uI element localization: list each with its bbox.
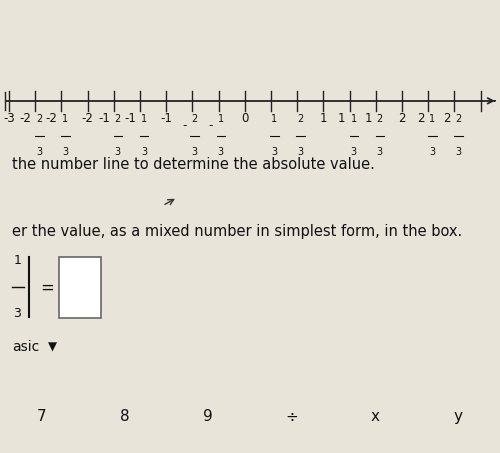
Text: 2: 2: [398, 112, 406, 125]
Text: ÷: ÷: [286, 409, 298, 424]
Text: -3: -3: [3, 112, 15, 125]
Text: =: =: [40, 278, 54, 296]
Text: 1: 1: [338, 112, 345, 125]
Text: 3: 3: [350, 148, 356, 158]
Text: 2: 2: [36, 114, 43, 124]
Text: y: y: [454, 409, 463, 424]
Text: 2: 2: [376, 114, 383, 124]
Text: asic: asic: [12, 340, 40, 354]
Text: 0: 0: [241, 112, 248, 125]
Text: the number line to determine the absolute value.: the number line to determine the absolut…: [12, 158, 376, 173]
Text: 1: 1: [218, 114, 224, 124]
Text: 3: 3: [297, 148, 304, 158]
Text: 3: 3: [218, 148, 224, 158]
Text: 3: 3: [377, 148, 383, 158]
Text: 1: 1: [141, 114, 147, 124]
Text: -1: -1: [160, 112, 172, 125]
Text: 2: 2: [114, 114, 121, 124]
Text: 3: 3: [62, 148, 68, 158]
Text: 3: 3: [192, 148, 198, 158]
Text: 3: 3: [36, 148, 42, 158]
Text: 3: 3: [271, 148, 277, 158]
Text: 2: 2: [192, 114, 198, 124]
Text: -2: -2: [20, 112, 31, 125]
Text: 1: 1: [271, 114, 277, 124]
Text: -: -: [208, 119, 212, 132]
Text: 8: 8: [120, 409, 130, 424]
Text: 1: 1: [62, 114, 68, 124]
Text: 3: 3: [14, 307, 22, 320]
Text: 3: 3: [114, 148, 121, 158]
Text: -1: -1: [98, 112, 110, 125]
Text: 2: 2: [297, 114, 304, 124]
Text: -1: -1: [124, 112, 136, 125]
Text: ▼: ▼: [48, 341, 56, 354]
Text: 7: 7: [37, 409, 46, 424]
Text: -2: -2: [46, 112, 58, 125]
Text: er the value, as a mixed number in simplest form, in the box.: er the value, as a mixed number in simpl…: [12, 224, 463, 239]
Text: 3: 3: [141, 148, 147, 158]
Text: 9: 9: [204, 409, 213, 424]
Text: 1: 1: [364, 112, 372, 125]
Text: 1: 1: [350, 114, 356, 124]
Text: x: x: [370, 409, 380, 424]
Text: 3: 3: [429, 148, 436, 158]
Text: 1: 1: [429, 114, 436, 124]
Text: 2: 2: [456, 114, 462, 124]
Text: 1: 1: [14, 254, 22, 267]
Text: 1: 1: [320, 112, 327, 125]
Text: 2: 2: [443, 112, 450, 125]
Text: 2: 2: [417, 112, 424, 125]
Text: 3: 3: [456, 148, 462, 158]
FancyBboxPatch shape: [59, 257, 101, 318]
Text: -: -: [182, 119, 186, 132]
Text: -2: -2: [82, 112, 94, 125]
